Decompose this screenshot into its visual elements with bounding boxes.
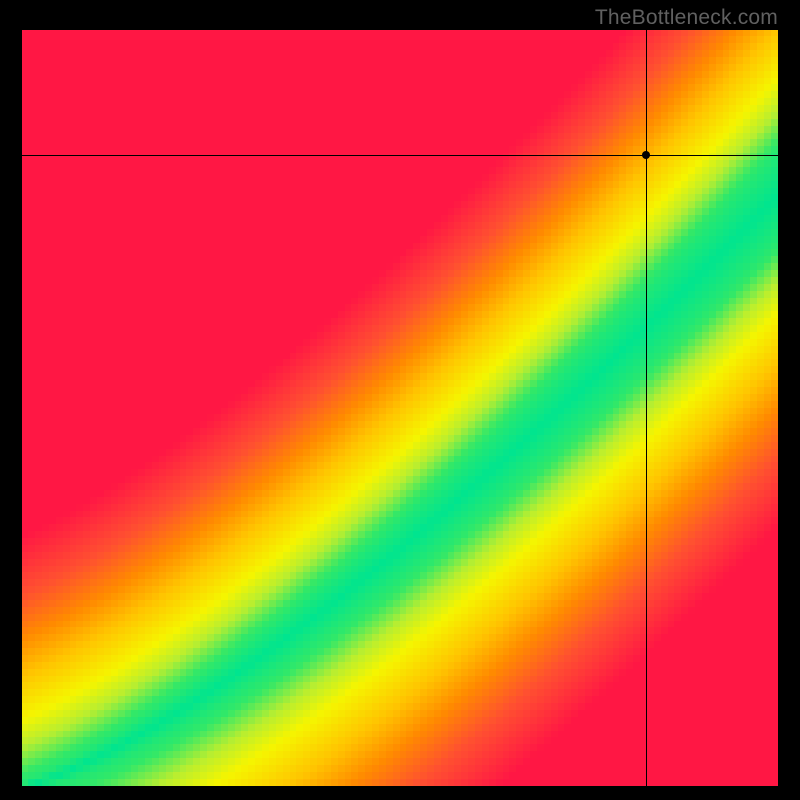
crosshair-horizontal <box>22 155 778 156</box>
plot-area <box>22 30 778 786</box>
root: TheBottleneck.com <box>0 0 800 800</box>
watermark-text: TheBottleneck.com <box>595 6 778 30</box>
crosshair-marker <box>642 151 650 159</box>
crosshair-vertical <box>646 30 647 786</box>
heatmap-canvas <box>22 30 778 786</box>
